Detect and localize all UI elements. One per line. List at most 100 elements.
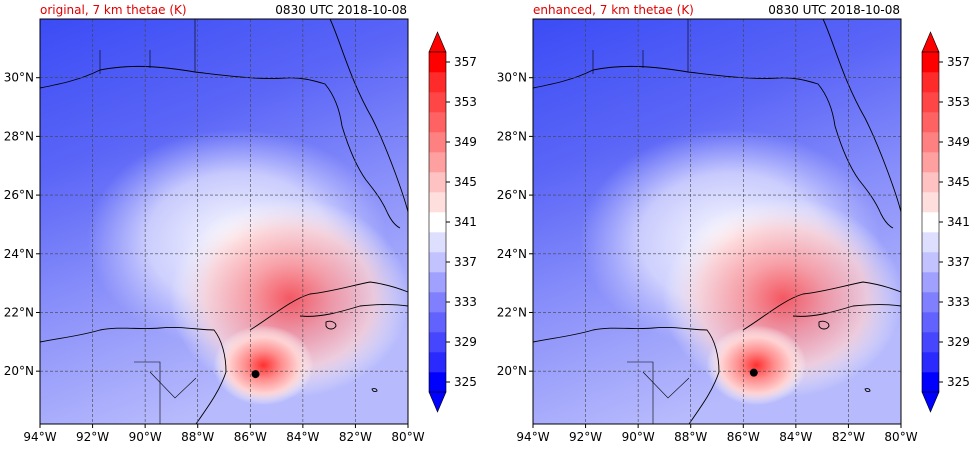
coastlines <box>532 18 902 425</box>
colorbar-segment <box>429 132 446 153</box>
border-us-states <box>99 19 196 74</box>
axes-frame <box>39 18 409 425</box>
gridlines <box>533 19 901 424</box>
colorbar-segment <box>429 92 446 113</box>
x-tick-label: 82°W <box>832 430 865 444</box>
x-axis-ticks: 94°W 92°W 90°W 88°W 86°W 84°W 82°W 80°W <box>23 424 425 444</box>
x-tick-label: 84°W <box>286 430 319 444</box>
colorbar-segment <box>922 172 939 193</box>
border-us-states <box>592 19 689 74</box>
colorbar-segment <box>922 92 939 113</box>
colorbar-segment <box>429 332 446 353</box>
storm-center-marker <box>251 370 260 379</box>
colorbar-segment <box>922 212 939 233</box>
panel-enhanced: enhanced, 7 km thetae (K) 0830 UTC 2018-… <box>497 3 918 444</box>
panel-title: original, 7 km thetae (K) <box>40 3 187 17</box>
y-tick-label: 22°N <box>497 305 527 319</box>
island-isla-juventud <box>325 320 337 330</box>
island-isla-juventud <box>818 320 830 330</box>
warm-core <box>706 325 807 406</box>
panel-original: original, 7 km thetae (K) 0830 UTC 2018-… <box>4 3 425 444</box>
colorbar-enhanced: 325 329 333 337 341 345 349 353 357 <box>921 31 970 413</box>
colorbar-segment <box>922 152 939 173</box>
y-tick-label: 30°N <box>497 71 527 85</box>
colorbar-segment <box>922 252 939 273</box>
colorbar-segment <box>922 272 939 293</box>
panel-title: enhanced, 7 km thetae (K) <box>533 3 694 17</box>
colorbar-tick-label: 333 <box>947 295 970 309</box>
colorbar-extend-min <box>428 391 447 413</box>
colorbar-tick-label: 333 <box>454 295 477 309</box>
storm-center-dot <box>251 370 260 379</box>
colorbar-tick-label: 353 <box>947 95 970 109</box>
y-tick-label: 26°N <box>4 188 34 202</box>
colorbar-segment <box>429 292 446 313</box>
colorbar-segment <box>922 372 939 393</box>
storm-center-dot <box>749 368 758 377</box>
y-tick-label: 20°N <box>497 364 527 378</box>
colorbar-segment <box>429 212 446 233</box>
y-tick-label: 26°N <box>497 188 527 202</box>
colorbar-tick-label: 345 <box>454 175 477 189</box>
colorbar-segment <box>922 132 939 153</box>
x-tick-label: 80°W <box>884 430 917 444</box>
colorbar-segment <box>429 112 446 133</box>
colorbar-tick-label: 357 <box>454 55 477 69</box>
coastline-cuba-south <box>792 304 902 317</box>
x-tick-label: 88°W <box>674 430 707 444</box>
colorbar-tick-label: 349 <box>454 135 477 149</box>
x-tick-label: 80°W <box>391 430 424 444</box>
y-tick-label: 24°N <box>4 247 34 261</box>
x-tick-label: 86°W <box>727 430 760 444</box>
coastline-florida-east <box>329 18 409 213</box>
colorbar-segment <box>429 312 446 333</box>
coastline-gulf-north <box>39 65 401 229</box>
colorbar-segment <box>429 192 446 213</box>
x-tick-label: 92°W <box>76 430 109 444</box>
colorbar-segment <box>429 52 446 73</box>
warm-core <box>213 325 314 406</box>
colorbar-segment <box>922 292 939 313</box>
coastline-yucatan <box>39 327 227 425</box>
storm-center-marker <box>749 368 758 377</box>
y-axis-ticks: 20°N 22°N 24°N 26°N 28°N 30°N <box>497 71 533 378</box>
colorbar-segment <box>429 272 446 293</box>
colorbar-tick-label: 329 <box>947 335 970 349</box>
colorbar-segment <box>429 232 446 253</box>
border-mexico-guatemala <box>134 361 161 424</box>
y-tick-label: 30°N <box>4 71 34 85</box>
colorbar-segment <box>429 172 446 193</box>
border-yucatan-state <box>642 371 690 399</box>
coastline-yucatan <box>532 327 720 425</box>
colorbar-extend-max <box>921 31 940 53</box>
colorbar-segment <box>922 52 939 73</box>
x-tick-label: 86°W <box>234 430 267 444</box>
colorbar-segment <box>429 252 446 273</box>
coastlines <box>39 18 409 425</box>
colorbar-extend-min <box>921 391 940 413</box>
x-tick-label: 82°W <box>339 430 372 444</box>
gridlines <box>40 19 408 424</box>
colorbar-segment <box>429 152 446 173</box>
colorbar-tick-label: 353 <box>454 95 477 109</box>
y-tick-label: 20°N <box>4 364 34 378</box>
colorbar-tick-label: 341 <box>947 215 970 229</box>
x-tick-label: 90°W <box>129 430 162 444</box>
colorbar-tick-label: 337 <box>454 255 477 269</box>
y-tick-label: 24°N <box>497 247 527 261</box>
map-field <box>40 19 410 424</box>
colorbar-segment <box>922 192 939 213</box>
colorbar-segment <box>922 352 939 373</box>
colorbar-tick-label: 349 <box>947 135 970 149</box>
coastline-cuba-south <box>299 304 409 317</box>
colorbar-extend-max <box>428 31 447 53</box>
x-tick-label: 94°W <box>516 430 549 444</box>
colorbar-segment <box>429 72 446 93</box>
coastline-cuba <box>742 281 902 331</box>
y-tick-label: 28°N <box>4 129 34 143</box>
colorbar-tick-label: 345 <box>947 175 970 189</box>
colorbar-segment <box>922 72 939 93</box>
colorbar-segment <box>922 112 939 133</box>
colorbar-original: 325 329 333 337 341 345 349 353 357 <box>428 31 477 413</box>
